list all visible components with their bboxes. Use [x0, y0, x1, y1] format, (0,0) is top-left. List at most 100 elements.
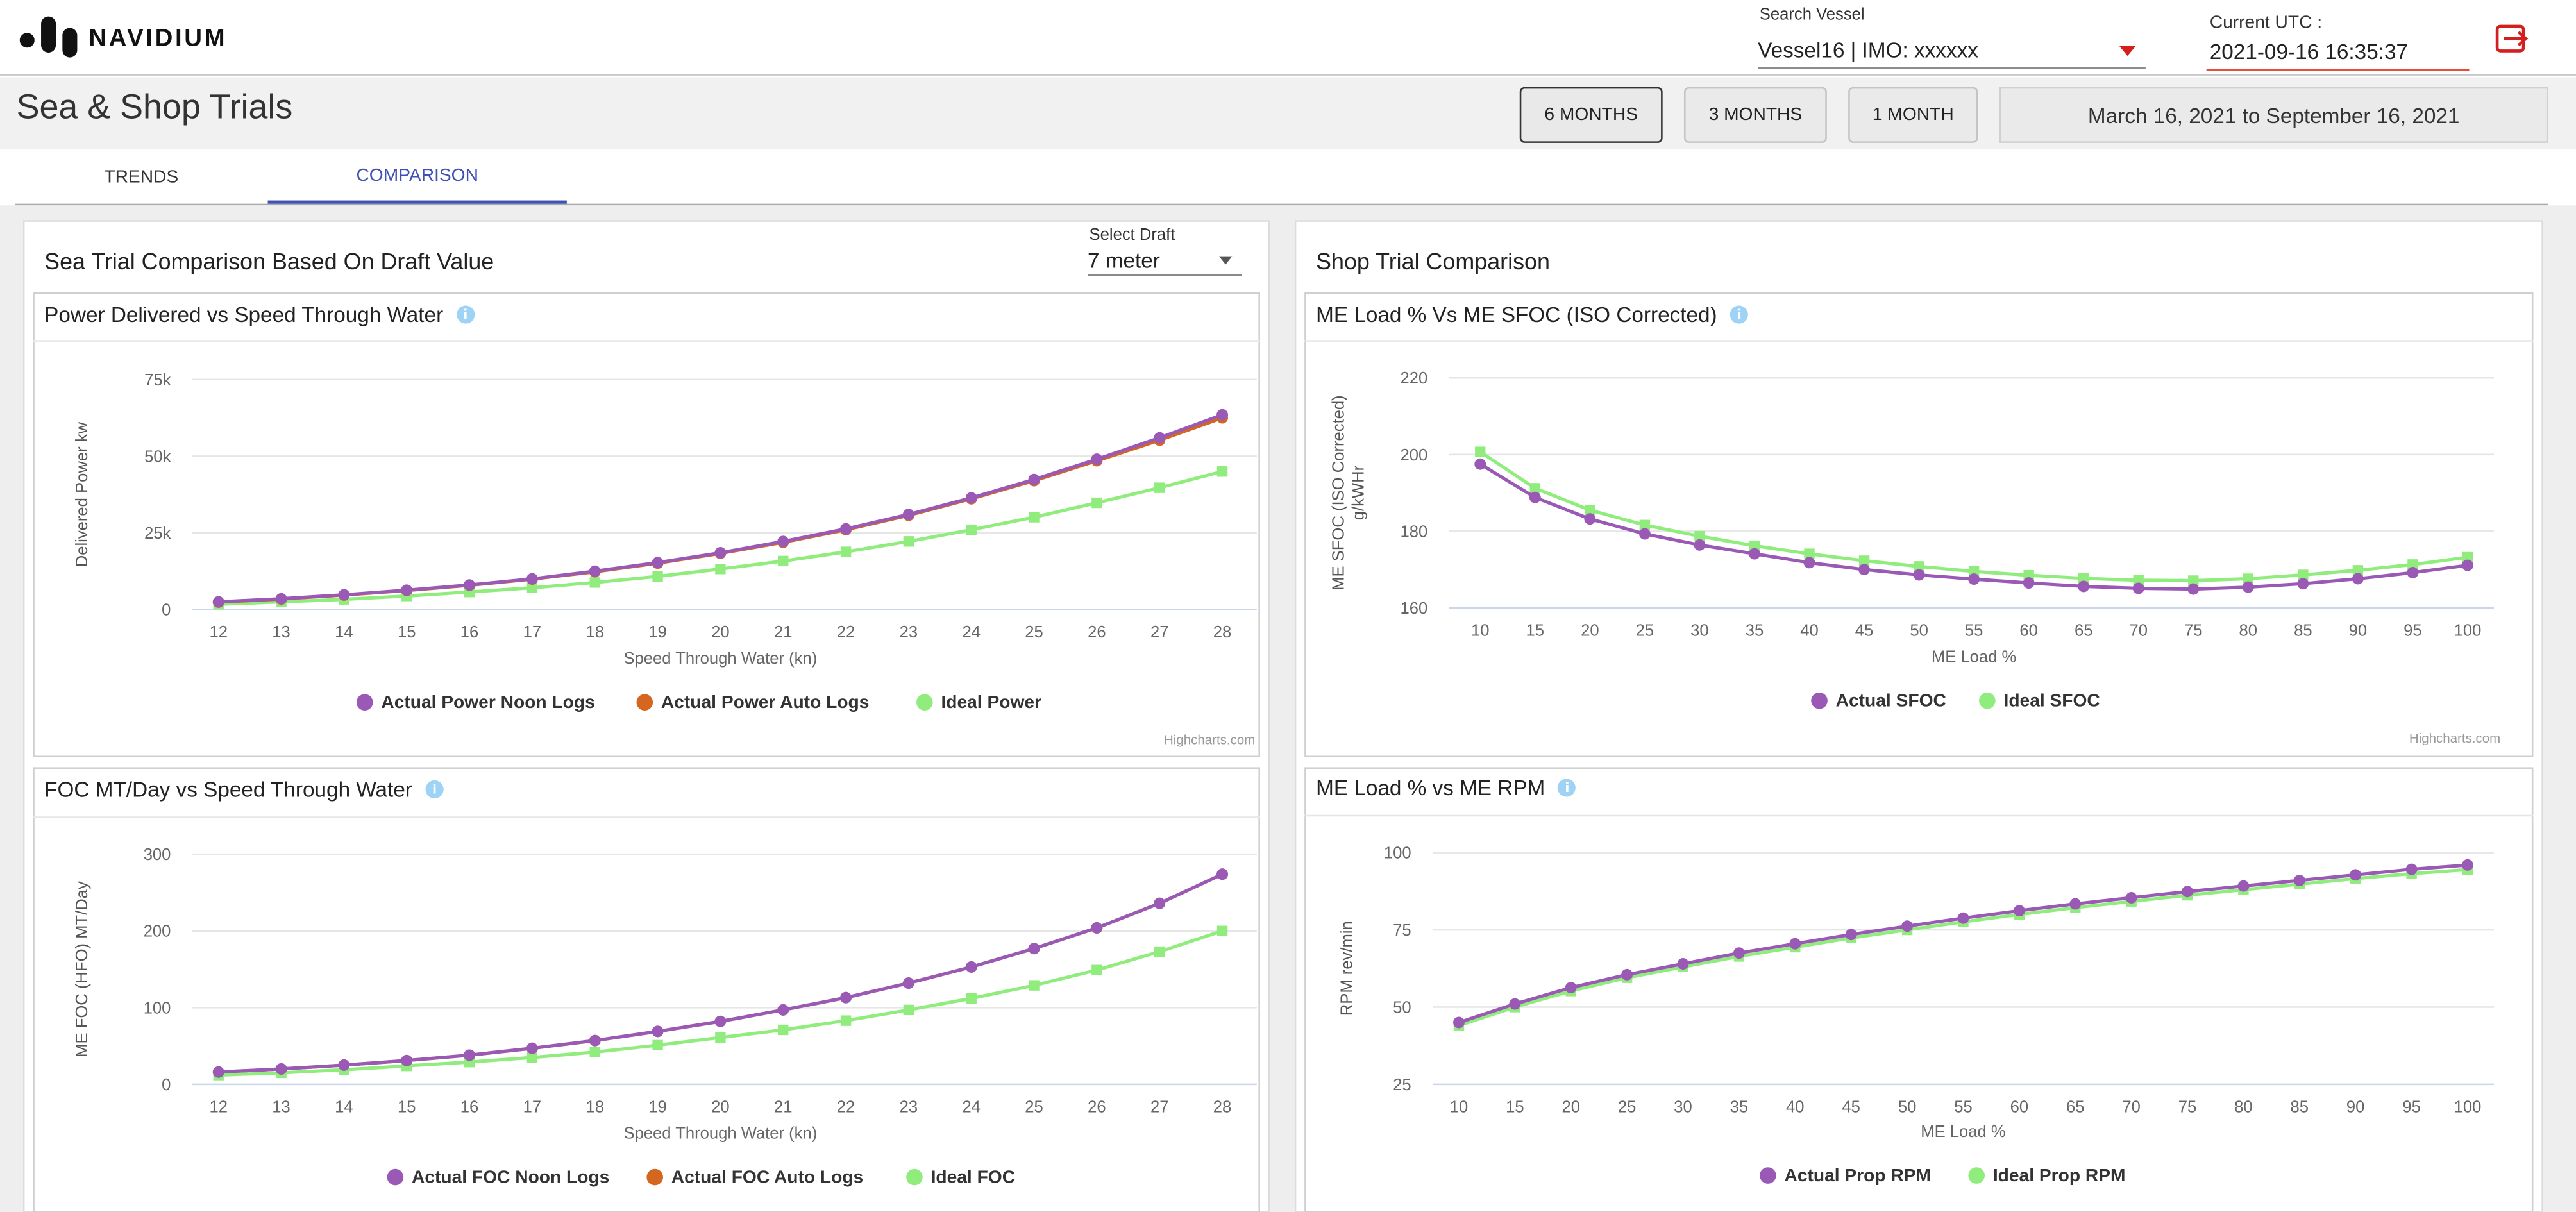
x-tick-label: 75 [2178, 1098, 2197, 1116]
legend-item: Actual FOC Auto Logs [671, 1166, 863, 1187]
data-point [2132, 582, 2144, 594]
x-tick-label: 28 [1213, 1098, 1232, 1116]
chart-header-power: Power Delivered vs Speed Through Water i [44, 302, 475, 327]
data-point [526, 573, 538, 585]
chart-header-sfoc: ME Load % Vs ME SFOC (ISO Corrected) i [1316, 302, 1749, 327]
data-point [1453, 1016, 1465, 1029]
caret-down-icon[interactable] [1218, 256, 1233, 265]
data-point [589, 1047, 600, 1057]
data-point [902, 509, 914, 521]
data-point [1914, 561, 1924, 572]
chart-credits: Highcharts.com [2409, 731, 2500, 746]
chart-card-sfoc [1304, 292, 2534, 758]
caret-down-icon[interactable] [2119, 46, 2136, 56]
data-point [777, 1004, 789, 1016]
navidium-logo[interactable]: NAVIDIUM [19, 13, 228, 62]
x-tick-label: 50 [1898, 1098, 1916, 1116]
data-point [2187, 583, 2200, 595]
x-tick-label: 20 [1581, 621, 1599, 639]
data-point [1858, 555, 1870, 566]
legend-marker [906, 1168, 923, 1186]
divider [33, 816, 1260, 818]
x-tick-label: 23 [900, 1098, 918, 1116]
y-tick-label: 75 [1393, 922, 1411, 939]
x-tick-label: 100 [2454, 1098, 2482, 1116]
range-1-month-button[interactable]: 1 MONTH [1848, 87, 1978, 143]
x-tick-label: 85 [2291, 1098, 2309, 1116]
page-title: Sea & Shop Trials [16, 88, 293, 127]
x-tick-label: 30 [1690, 621, 1709, 639]
chart-sfoc: 160 180 200 220 10 15 20 25 30 35 40 45 50 55 60 65 70 75… [1330, 369, 2501, 746]
x-tick-label: 20 [1562, 1098, 1580, 1116]
data-point [1804, 548, 1815, 559]
tab-comparison[interactable]: COMPARISON [267, 151, 567, 204]
x-tick-label: 80 [2234, 1098, 2253, 1116]
range-3-months-button[interactable]: 3 MONTHS [1683, 87, 1827, 143]
legend-marker [1811, 692, 1828, 709]
data-point [1913, 569, 1925, 581]
data-point [777, 535, 789, 548]
data-point [1789, 938, 1801, 950]
sea-trial-title: Sea Trial Comparison Based On Draft Valu… [44, 248, 494, 274]
data-point [1565, 982, 1577, 994]
data-point [903, 1004, 914, 1016]
data-point [2237, 880, 2250, 892]
x-tick-label: 55 [1965, 621, 1983, 639]
data-point [401, 584, 413, 596]
series-line [218, 929, 1223, 1077]
data-point [2298, 569, 2309, 580]
data-point [589, 565, 601, 577]
series-line [1479, 450, 2468, 583]
info-icon[interactable]: i [1730, 305, 1749, 324]
data-point [2243, 573, 2254, 584]
data-point [1154, 946, 1165, 957]
data-point [2462, 859, 2473, 871]
x-tick-label: 14 [335, 1098, 353, 1116]
x-tick-label: 60 [2019, 621, 2037, 639]
divider [33, 340, 1260, 342]
legend-item: Ideal FOC [931, 1166, 1016, 1187]
y-tick-label: 50 [1393, 998, 1411, 1016]
data-point [1858, 564, 1871, 576]
logout-icon[interactable] [2494, 23, 2530, 56]
data-point [1091, 497, 1102, 509]
data-point [1584, 513, 1596, 525]
x-tick-label: 26 [1088, 623, 1106, 641]
data-point [840, 546, 852, 557]
x-tick-label: 12 [209, 1098, 228, 1116]
legend-item: Ideal SFOC [2003, 690, 2100, 711]
data-point [1474, 458, 1486, 470]
x-tick-label: 10 [1450, 1098, 1468, 1116]
y-tick-label: 200 [144, 923, 171, 941]
y-axis-title: RPM rev/min [1338, 921, 1356, 1016]
data-point [2078, 580, 2090, 593]
range-6-months-button[interactable]: 6 MONTHS [1519, 87, 1663, 143]
x-tick-label: 100 [2454, 621, 2482, 639]
info-icon[interactable]: i [456, 305, 475, 324]
draft-select[interactable]: 7 meter [1087, 248, 1242, 276]
data-point [1509, 998, 1521, 1010]
vessel-select[interactable]: Vessel16 | IMO: xxxxxx [1758, 36, 2146, 69]
x-tick-label: 40 [1800, 621, 1819, 639]
x-tick-label: 24 [962, 1098, 981, 1116]
x-tick-label: 70 [2129, 621, 2148, 639]
vessel-search-label: Search Vessel [1759, 6, 1865, 25]
data-point [2297, 578, 2309, 590]
data-point [652, 571, 663, 582]
x-tick-label: 95 [2403, 621, 2422, 639]
logo-mark-icon [19, 13, 82, 62]
data-point [1677, 958, 1689, 970]
tab-trends[interactable]: TRENDS [104, 167, 179, 188]
legend-marker [646, 1168, 663, 1186]
info-icon[interactable]: i [425, 780, 444, 799]
legend-marker [1760, 1167, 1776, 1184]
data-point [2405, 863, 2418, 875]
x-axis-title: ME Load % [1921, 1123, 2005, 1141]
y-axis-title: ME SFOC (ISO Corrected) g/kWHr [1330, 395, 1368, 591]
data-point [1475, 446, 1486, 457]
data-point [338, 589, 350, 601]
brand-name: NAVIDIUM [88, 24, 228, 52]
data-point [965, 492, 977, 504]
data-point [840, 523, 852, 535]
info-icon[interactable]: i [1558, 779, 1576, 797]
